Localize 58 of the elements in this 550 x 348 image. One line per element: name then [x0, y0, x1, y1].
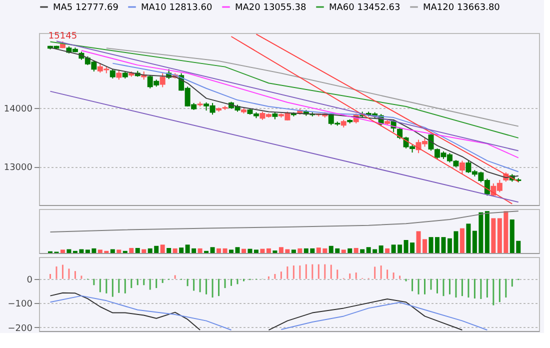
candlestick — [459, 160, 465, 175]
bar — [466, 224, 471, 253]
annotation: 15145 — [48, 31, 78, 42]
bar — [360, 249, 365, 253]
bar — [266, 248, 271, 253]
bar — [116, 250, 122, 253]
legend-label: MA120 13663.80 — [423, 3, 500, 13]
bar — [354, 248, 358, 253]
y-tick-label: 0 — [26, 275, 33, 286]
line-series — [106, 48, 519, 127]
bar — [198, 248, 202, 253]
bar — [491, 218, 496, 253]
line-series — [50, 292, 201, 331]
bar — [160, 244, 165, 253]
line-series — [268, 298, 463, 331]
bar — [291, 250, 296, 253]
y-tick-label: 13000 — [4, 163, 33, 174]
bar — [142, 249, 146, 253]
bar — [210, 247, 215, 253]
bar — [60, 250, 65, 253]
bar — [254, 250, 258, 253]
bar — [66, 249, 72, 253]
line-series — [280, 302, 488, 331]
y-tick-label: −200 — [8, 324, 33, 334]
line-series — [112, 62, 519, 172]
bar — [166, 248, 172, 253]
bar — [235, 247, 240, 253]
legend-label: MA20 13055.38 — [235, 3, 306, 13]
line-series — [80, 50, 519, 158]
bar — [216, 248, 222, 253]
legend-label: MA5 12777.69 — [53, 3, 119, 13]
bar — [272, 250, 278, 253]
bar — [229, 250, 234, 253]
candlestick — [110, 68, 116, 79]
candlestick — [116, 69, 122, 80]
line-series — [50, 295, 232, 331]
candlestick — [160, 72, 166, 88]
bar — [484, 211, 490, 253]
line-series — [50, 47, 519, 178]
y-tick-label: 14000 — [4, 104, 33, 115]
bar — [179, 248, 184, 253]
bar — [260, 248, 265, 253]
bar — [378, 245, 384, 253]
bar — [248, 248, 252, 253]
bar — [298, 248, 302, 253]
bar — [129, 248, 134, 253]
legend-label: MA60 13452.63 — [329, 3, 400, 13]
legend-label: MA10 12813.60 — [141, 3, 212, 13]
bar — [110, 249, 115, 253]
bar — [135, 248, 140, 253]
bar — [241, 248, 246, 253]
bar — [460, 228, 464, 253]
bar — [341, 250, 346, 253]
bar — [222, 248, 228, 253]
y-tick-label: −100 — [8, 300, 33, 310]
bar — [348, 248, 352, 253]
bar — [172, 248, 178, 253]
bar — [385, 248, 390, 253]
